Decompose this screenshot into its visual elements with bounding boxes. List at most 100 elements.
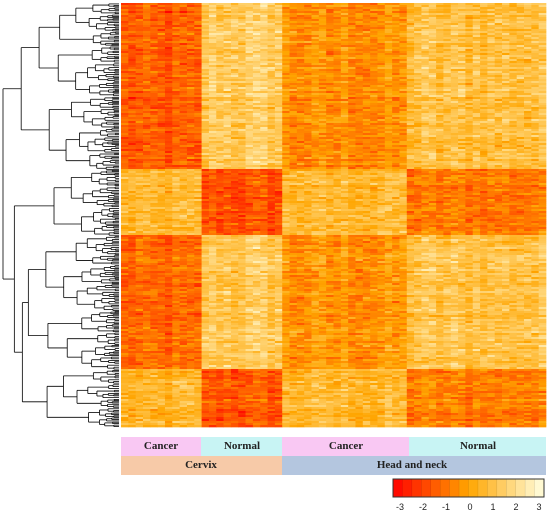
heatmap-cell	[450, 89, 459, 92]
heatmap-cell	[135, 87, 144, 90]
heatmap-cell	[421, 53, 430, 56]
heatmap-cell	[326, 31, 334, 34]
heatmap-cell	[296, 37, 305, 40]
heatmap-cell	[208, 79, 217, 82]
heatmap-cell	[414, 133, 422, 136]
heatmap-cell	[223, 93, 232, 96]
heatmap-cell	[421, 57, 430, 60]
heatmap-cell	[538, 97, 547, 100]
heatmap-cell	[348, 61, 356, 64]
heatmap-cell	[472, 107, 481, 110]
heatmap-cell	[245, 103, 254, 106]
heatmap-cell	[516, 21, 525, 24]
heatmap-cell	[333, 83, 342, 86]
heatmap-cell	[516, 53, 525, 56]
heatmap-cell	[318, 99, 327, 102]
heatmap-cell	[399, 103, 408, 106]
heatmap-cell	[267, 97, 276, 100]
heatmap-cell	[502, 97, 510, 100]
heatmap-cell	[121, 11, 129, 14]
heatmap-cell	[289, 127, 298, 130]
heatmap-cell	[186, 125, 195, 128]
heatmap-cell	[502, 43, 510, 46]
heatmap-cell	[538, 57, 547, 60]
heatmap-cell	[135, 143, 144, 146]
heatmap-cell	[318, 91, 327, 94]
heatmap-cell	[333, 11, 342, 14]
heatmap-cell	[311, 89, 320, 92]
heatmap-cell	[326, 135, 334, 138]
heatmap-cell	[355, 27, 364, 30]
heatmap-cell	[377, 127, 386, 130]
heatmap-cell	[362, 19, 371, 22]
heatmap-cell	[142, 139, 151, 142]
heatmap-cell	[260, 89, 268, 92]
heatmap-cell	[377, 119, 386, 122]
heatmap-cell	[502, 57, 510, 60]
heatmap-cell	[443, 17, 452, 20]
heatmap-cell	[121, 129, 129, 132]
heatmap-cell	[260, 109, 268, 112]
heatmap-cell	[480, 65, 488, 68]
heatmap-cell	[238, 99, 246, 102]
heatmap-cell	[406, 111, 415, 114]
heatmap-cell	[326, 19, 334, 22]
heatmap-cell	[157, 143, 166, 146]
heatmap-cell	[443, 133, 452, 136]
heatmap-cell	[128, 39, 137, 42]
heatmap-cell	[164, 121, 173, 124]
heatmap-cell	[260, 53, 268, 56]
heatmap-cell	[289, 137, 298, 140]
heatmap-cell	[480, 15, 488, 18]
heatmap-cell	[516, 13, 525, 16]
heatmap-cell	[370, 21, 378, 24]
heatmap-cell	[289, 107, 298, 110]
heatmap-cell	[480, 45, 488, 48]
heatmap-cell	[164, 27, 173, 30]
heatmap-cell	[370, 115, 378, 118]
heatmap-cell	[509, 23, 518, 26]
heatmap-cell	[428, 55, 437, 58]
heatmap-cell	[274, 15, 283, 18]
heatmap-cell	[318, 51, 327, 54]
heatmap-cell	[296, 89, 305, 92]
heatmap-cell	[172, 137, 180, 140]
heatmap-cell	[494, 119, 503, 122]
heatmap-cell	[502, 95, 510, 98]
heatmap-cell	[216, 25, 224, 28]
heatmap-cell	[472, 39, 481, 42]
heatmap-cell	[128, 81, 137, 84]
heatmap-cell	[516, 115, 525, 118]
heatmap-cell	[370, 141, 378, 144]
heatmap-cell	[384, 57, 393, 60]
heatmap-cell	[230, 111, 239, 114]
heatmap-cell	[201, 35, 210, 38]
heatmap-cell	[164, 135, 173, 138]
heatmap-cell	[230, 41, 239, 44]
heatmap-cell	[208, 19, 217, 22]
heatmap-cell	[472, 87, 481, 90]
heatmap-cell	[121, 21, 129, 24]
heatmap-cell	[333, 71, 342, 74]
heatmap-cell	[252, 67, 261, 70]
heatmap-cell	[179, 143, 188, 146]
heatmap-cell	[135, 141, 144, 144]
heatmap-cell	[326, 51, 334, 54]
heatmap-cell	[516, 3, 525, 6]
heatmap-cell	[494, 59, 503, 62]
heatmap-cell	[179, 29, 188, 32]
heatmap-cell	[370, 95, 378, 98]
heatmap-cell	[362, 79, 371, 82]
heatmap-cell	[223, 139, 232, 142]
heatmap-cell	[443, 49, 452, 52]
heatmap-cell	[142, 45, 151, 48]
heatmap-cell	[494, 115, 503, 118]
heatmap-cell	[150, 67, 158, 70]
heatmap-cell	[443, 73, 452, 76]
heatmap-cell	[333, 31, 342, 34]
heatmap-cell	[487, 45, 496, 48]
heatmap-cell	[164, 53, 173, 56]
heatmap-cell	[245, 87, 254, 90]
heatmap-cell	[509, 27, 518, 30]
heatmap-cell	[216, 77, 224, 80]
